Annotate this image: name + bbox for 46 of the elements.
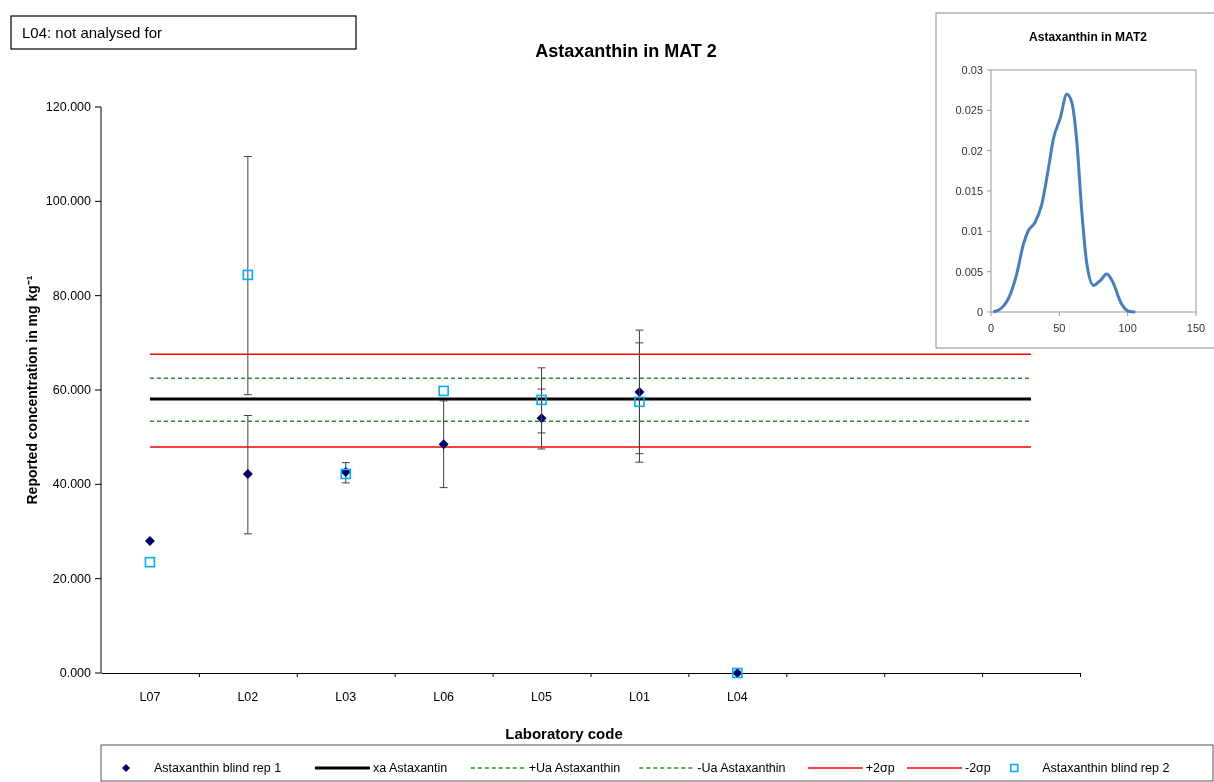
chart-title: Astaxanthin in MAT2 [1029, 30, 1148, 44]
x-tick-label: L06 [433, 690, 455, 704]
point [438, 385, 449, 397]
text: L04: not analysed for [22, 24, 163, 41]
y-tick-label: 20.000 [52, 571, 92, 586]
y-tick-label: 0.000 [59, 666, 92, 680]
x-tick-label: L05 [531, 690, 553, 704]
x-tick-label: L07 [139, 690, 161, 704]
x-tick-label: 100 [1118, 322, 1137, 334]
point [242, 269, 254, 281]
x-axis-title: Laboratory code [505, 725, 623, 742]
y-tick-label: 0 [976, 306, 983, 318]
x-tick-label: 0 [987, 322, 995, 334]
point [144, 535, 155, 546]
y-tick-label: 0.01 [961, 225, 983, 238]
y-tick-label: 120.000 [45, 100, 92, 114]
point [242, 468, 253, 479]
legend-label: Astaxanthin blind rep 2 [1042, 761, 1170, 775]
y-tick-label: 0.005 [955, 265, 983, 278]
legend-label: +Ua Astaxanthin [528, 761, 621, 775]
y-tick-label: 80.000 [52, 288, 92, 303]
point [634, 396, 645, 408]
legend-label: +2σp [865, 761, 895, 775]
legend-label: xa Astaxantin [372, 761, 448, 775]
legend-label: Astaxanthin blind rep 1 [154, 761, 282, 775]
point [536, 394, 547, 406]
chart-title: Astaxanthin in MAT 2 [535, 41, 717, 61]
x-tick-label: 50 [1053, 322, 1066, 334]
legend-label: -Ua Astaxanthin [697, 761, 786, 775]
y-tick-label: 0.03 [961, 64, 983, 76]
y-tick-label: 0.025 [955, 104, 983, 117]
y-tick-label: 40.000 [52, 477, 92, 492]
y-tick-label: 100.000 [45, 194, 92, 209]
point [438, 439, 449, 450]
x-tick-label: L02 [237, 690, 259, 704]
y-tick-label: 0.015 [955, 185, 983, 197]
point [144, 556, 156, 568]
x-tick-label: L03 [335, 690, 357, 704]
line-series [991, 92, 1137, 314]
x-tick-label: L01 [629, 690, 650, 704]
x-tick-label: L04 [726, 690, 748, 704]
legend-label: -2σp [965, 761, 991, 775]
y-tick-label: 0.02 [961, 144, 983, 157]
x-tick-label: 150 [1186, 322, 1206, 334]
y-axis-title: Reported concentration in mg kg⁻¹ [24, 275, 40, 505]
y-tick-label: 60.000 [52, 383, 92, 397]
